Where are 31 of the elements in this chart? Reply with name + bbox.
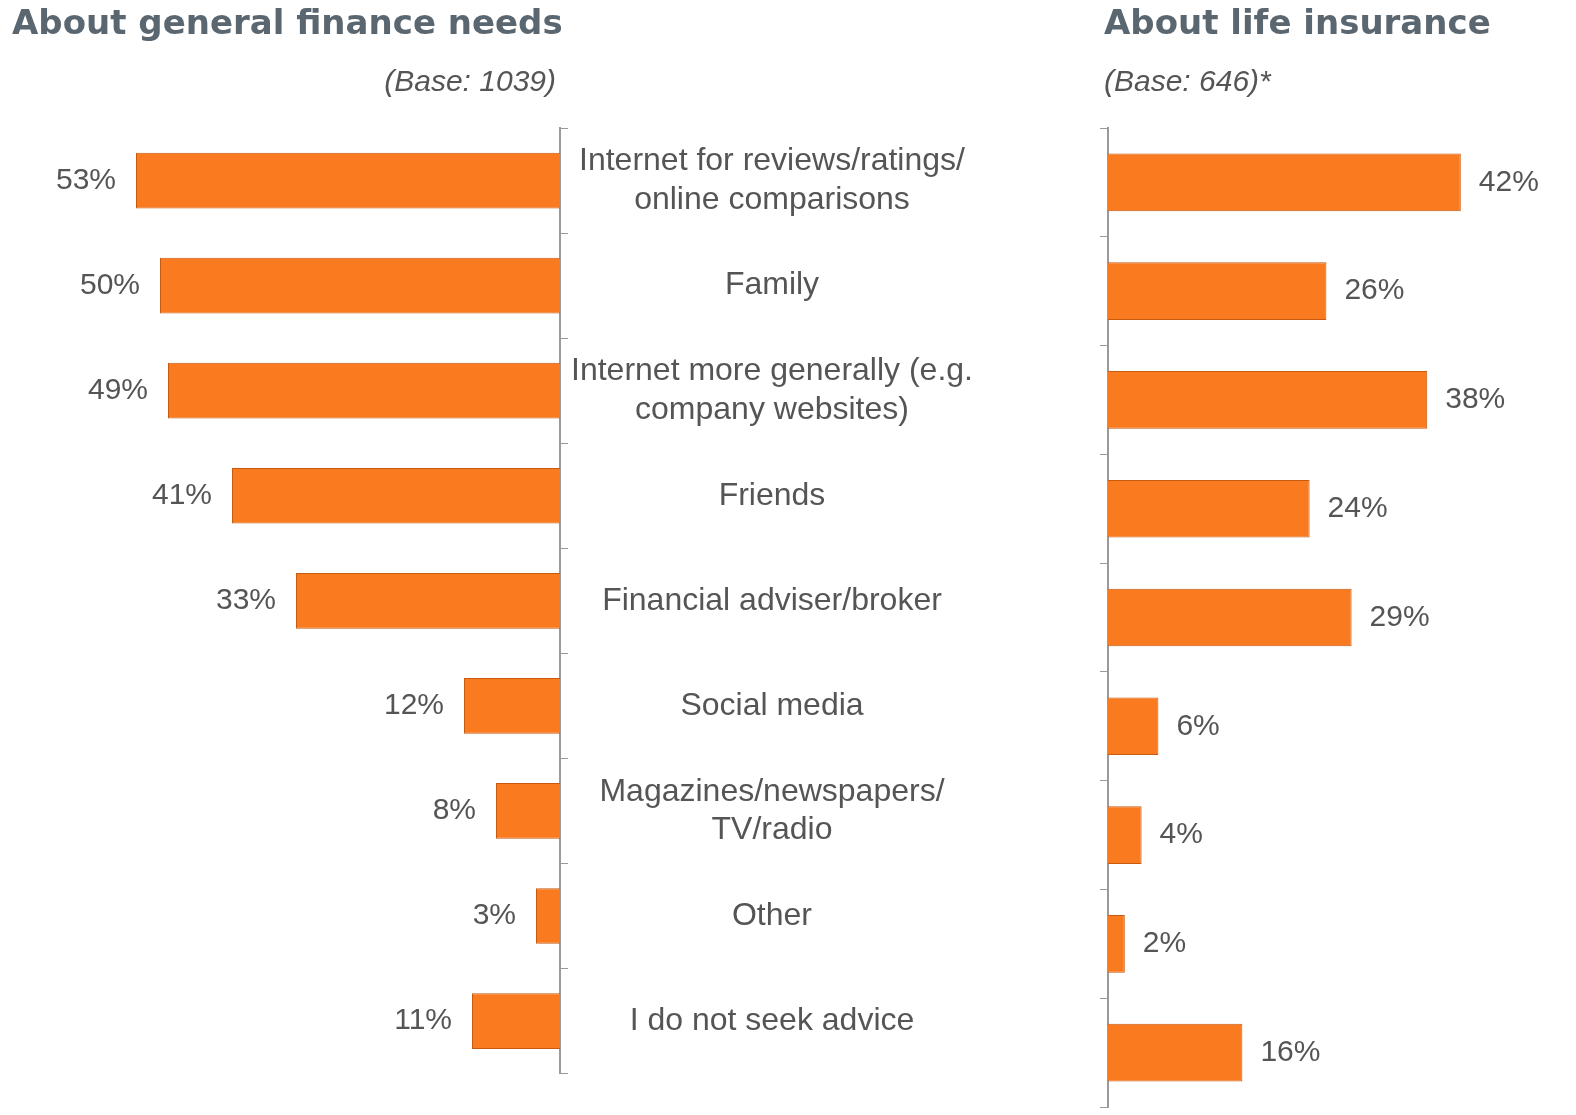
y-tick-label: Family xyxy=(724,265,820,302)
data-label: 24% xyxy=(1327,489,1388,523)
y-tick-label: I do not seek advice xyxy=(629,1000,915,1037)
data-label: 26% xyxy=(1344,272,1405,306)
chart-subtitle: (Base: 646)* xyxy=(1104,64,1271,98)
y-tick-label: Other xyxy=(731,895,813,932)
data-label: 50% xyxy=(79,266,140,300)
data-label: 42% xyxy=(1478,163,1539,197)
data-label: 8% xyxy=(432,792,476,826)
data-label: 29% xyxy=(1369,598,1430,632)
data-label: 11% xyxy=(394,1002,452,1036)
chart-title: About general finance needs xyxy=(12,2,563,42)
data-label: 16% xyxy=(1260,1033,1321,1067)
y-tick-label: Friends xyxy=(718,475,826,512)
data-label: 3% xyxy=(472,897,516,931)
data-label: 53% xyxy=(55,161,116,195)
data-label: 41% xyxy=(151,477,212,510)
chart-title: About life insurance xyxy=(1104,2,1491,42)
data-label: 4% xyxy=(1159,816,1203,850)
y-tick-label: Internet for reviews/ratings/ online comparisons xyxy=(579,141,966,216)
data-label: 33% xyxy=(215,582,276,616)
y-tick-label: Social media xyxy=(680,685,864,722)
y-tick-label: Internet more generally (e.g. company websites) xyxy=(571,351,973,426)
data-label: 38% xyxy=(1445,381,1506,415)
y-tick-label: Financial adviser/broker xyxy=(602,580,943,617)
data-label: 12% xyxy=(383,687,444,721)
data-label: 6% xyxy=(1176,707,1220,741)
y-tick-label: Magazines/newspapers/ TV/radio xyxy=(599,771,945,846)
data-label: 2% xyxy=(1142,925,1187,959)
chart-subtitle: (Base: 1039) xyxy=(384,64,556,98)
data-label: 49% xyxy=(87,371,148,405)
